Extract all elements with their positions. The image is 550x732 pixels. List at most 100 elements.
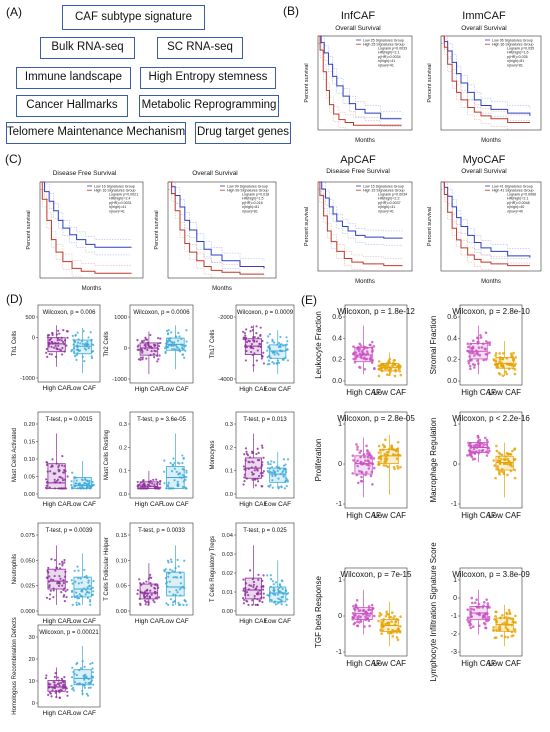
boxplot-point <box>472 351 475 355</box>
boxplot-point <box>53 574 56 578</box>
boxplot-point <box>172 344 175 347</box>
boxplot-point <box>266 363 269 366</box>
km-stat-label: p(HR)=0.018 <box>242 201 263 205</box>
boxplot-ytick-label: 0.00 <box>222 609 233 615</box>
boxplot-point <box>484 340 488 343</box>
km-plot-myocaf: MyoCAF Overall Survival Low 41 Signature… <box>423 152 545 287</box>
boxplot-point <box>153 586 156 590</box>
km-title: ImmCAF <box>462 10 506 22</box>
boxplot-point <box>393 374 397 378</box>
boxplot-point <box>256 603 259 606</box>
boxplot-point <box>52 578 55 582</box>
km-plot-immcaf: ImmCAF Overall Survival Low 36 Signature… <box>423 6 545 146</box>
boxplot-point <box>255 340 259 343</box>
boxplot-point <box>61 353 64 356</box>
boxplot-point <box>365 471 368 474</box>
boxplot-stat-label: Wilcoxon, p = 0.006 <box>43 310 97 316</box>
boxplot-point <box>84 681 87 684</box>
boxplot-point <box>358 347 361 351</box>
boxplot-point <box>250 471 254 474</box>
boxplot-point <box>76 331 79 334</box>
boxplot-point <box>176 591 179 594</box>
boxplot-ylabel: Neutrophils <box>12 554 18 584</box>
boxplot-point <box>138 578 141 581</box>
boxplot-ytick-label: 0.1 <box>225 469 233 475</box>
boxplot-point <box>468 623 472 627</box>
boxplot-point <box>175 335 178 338</box>
km-axes <box>440 35 542 131</box>
boxplot-point <box>75 673 78 677</box>
boxplot-point <box>163 570 166 573</box>
km-stat-label: Logrank p=0.0034 <box>378 193 407 197</box>
boxplot-point <box>267 471 270 474</box>
km-stat-label: p(HR)=0.035 <box>507 55 528 59</box>
km-subtitle: Overall Survival <box>192 170 238 177</box>
boxplot-ytick-label: 0 <box>338 613 342 620</box>
boxplot-point <box>250 584 253 587</box>
boxplot-point <box>157 596 161 599</box>
boxplot-point <box>62 582 65 585</box>
boxplot-point <box>87 686 90 689</box>
boxplot-point <box>512 351 515 355</box>
boxplot-point <box>513 448 516 451</box>
boxplot-point <box>244 447 248 450</box>
boxplot-box <box>73 477 92 489</box>
km-xlabel: Months <box>82 286 102 292</box>
boxplot-point <box>351 454 355 457</box>
boxplot-ytick-label: 0.0 <box>225 492 233 498</box>
boxplot-point <box>271 580 274 583</box>
boxplot-point <box>179 582 182 585</box>
boxplot-point <box>177 339 180 342</box>
boxplot-point <box>168 590 171 593</box>
boxplot-point <box>277 590 280 593</box>
boxplot-point <box>163 470 166 473</box>
boxplot-point <box>157 336 160 340</box>
boxplot-point <box>513 630 517 633</box>
boxplot-point <box>261 446 264 449</box>
boxplot-point <box>83 686 86 689</box>
boxplot-point <box>252 585 255 589</box>
boxplot-point <box>173 479 176 482</box>
boxplot-point <box>83 482 86 485</box>
boxplot-point <box>92 343 95 346</box>
boxplot-point <box>391 635 395 638</box>
boxplot-point <box>356 481 360 485</box>
km-high-curve <box>441 35 530 123</box>
boxplot-point <box>77 569 80 572</box>
km-stat-label: n(low)=81 <box>507 63 523 67</box>
boxplot-point <box>45 481 49 484</box>
boxplot-point <box>244 334 247 337</box>
boxplot-point <box>355 443 358 446</box>
boxplot-point <box>243 332 247 335</box>
boxplot-point <box>470 596 474 600</box>
km-high-curve-ci-upper <box>318 181 403 259</box>
boxplot-point <box>70 350 73 353</box>
boxplot-point <box>51 332 54 335</box>
km-ylabel: Percent survival <box>304 207 310 246</box>
boxplot-point <box>352 357 355 361</box>
boxplot-point <box>88 585 91 588</box>
boxplot-point <box>175 589 178 592</box>
boxplot-point <box>49 683 52 686</box>
boxplot-point <box>136 480 139 484</box>
boxplot-ytick-label: 0.15 <box>116 533 127 539</box>
boxplot-point <box>280 485 283 489</box>
boxplot-point <box>271 479 274 482</box>
boxplot-point <box>277 361 281 364</box>
km-low-curve-ci-upper <box>318 181 403 232</box>
boxplot-point <box>249 569 252 572</box>
boxplot-point <box>358 349 361 353</box>
boxplot-point <box>175 470 178 473</box>
boxplot-point <box>268 363 271 366</box>
boxplot-point <box>155 478 158 481</box>
boxplot-point <box>150 593 153 596</box>
boxplot-ylabel: Th17 Cells <box>210 330 216 359</box>
boxplot-point <box>53 675 56 679</box>
boxplot-point <box>276 469 279 472</box>
boxplot-ytick-label: 0.02 <box>222 571 233 577</box>
boxplot-ytick-label: -1 <box>451 613 457 620</box>
km-xlabel: Months <box>212 286 232 292</box>
